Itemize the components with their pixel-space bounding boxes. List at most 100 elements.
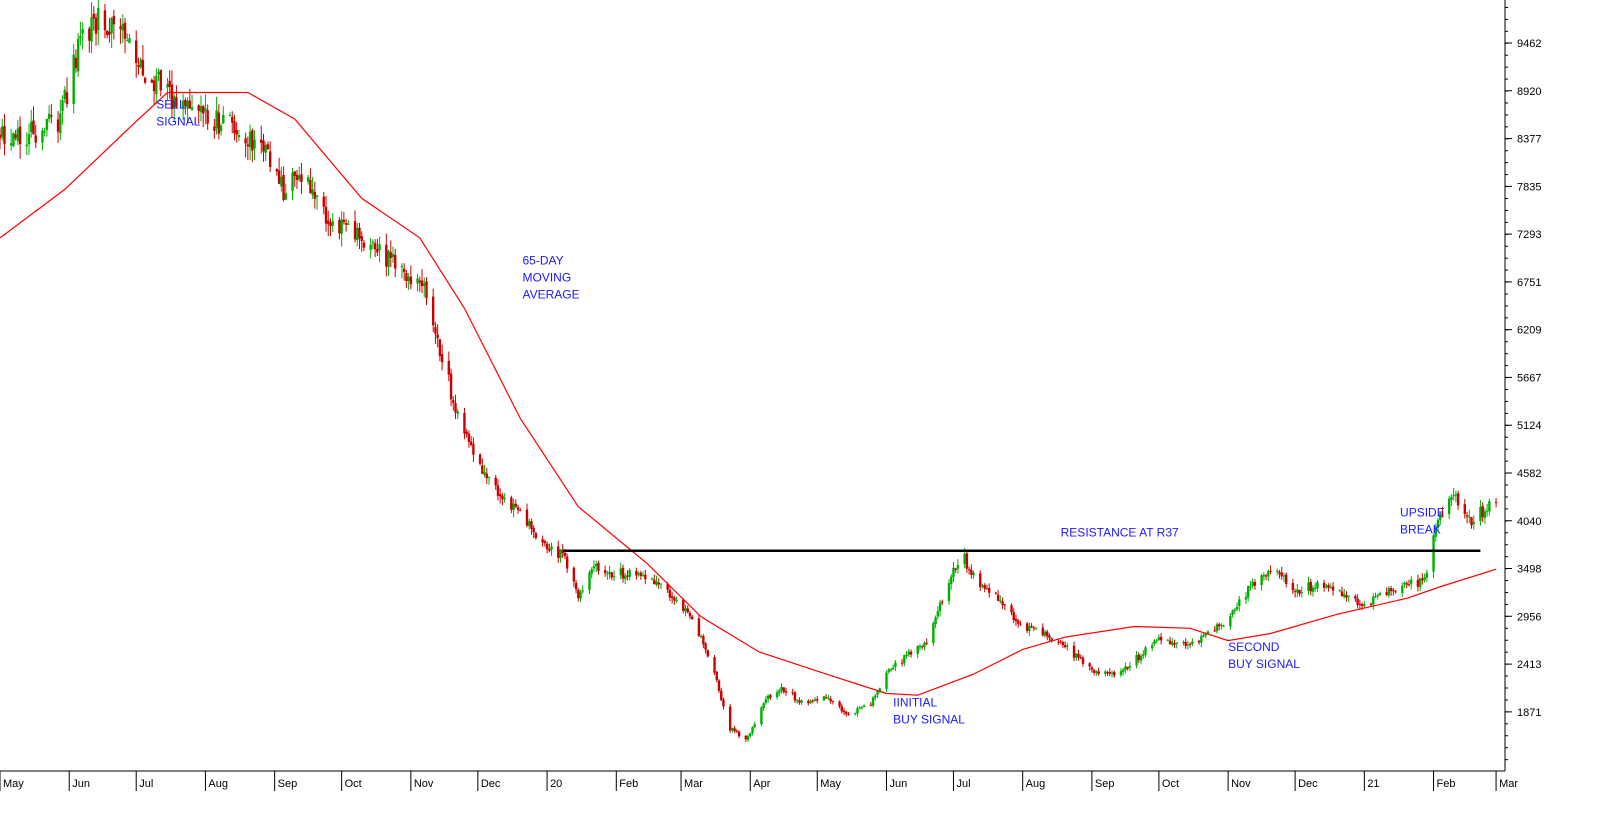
candle-body bbox=[327, 220, 330, 224]
candle-body bbox=[472, 444, 475, 455]
candle bbox=[889, 667, 893, 673]
candle bbox=[385, 233, 388, 277]
candle-body bbox=[152, 80, 156, 92]
candle bbox=[478, 453, 482, 466]
candle-body bbox=[467, 433, 471, 443]
candle-body bbox=[1260, 575, 1263, 585]
candle-body bbox=[1135, 655, 1138, 666]
candle-body bbox=[612, 576, 616, 578]
candlestick-series bbox=[0, 0, 1498, 742]
candle bbox=[532, 525, 535, 539]
candle bbox=[1121, 667, 1125, 676]
candle-body bbox=[822, 696, 826, 701]
candle bbox=[329, 218, 332, 237]
candle bbox=[420, 269, 424, 294]
candle-body bbox=[128, 38, 131, 44]
candle-body bbox=[9, 143, 13, 146]
candle-body bbox=[1452, 495, 1455, 497]
candle bbox=[668, 585, 672, 601]
candle bbox=[744, 735, 748, 742]
candle-body bbox=[731, 727, 734, 731]
candle-body bbox=[691, 616, 694, 620]
candle bbox=[907, 648, 911, 657]
candle bbox=[699, 634, 703, 639]
candle-body bbox=[871, 697, 875, 706]
candle bbox=[1186, 640, 1190, 650]
candle bbox=[1470, 516, 1473, 529]
candle-body bbox=[918, 645, 922, 648]
candle-body bbox=[1276, 570, 1279, 572]
candle bbox=[1025, 622, 1029, 634]
candle bbox=[1298, 589, 1301, 597]
candle-body bbox=[150, 80, 154, 83]
candle bbox=[1235, 602, 1239, 611]
candle-body bbox=[103, 10, 107, 31]
candle bbox=[103, 3, 107, 39]
candle-body bbox=[72, 54, 75, 104]
x-tick-label: Aug bbox=[1026, 778, 1046, 790]
candle-body bbox=[313, 191, 317, 199]
candle bbox=[994, 591, 998, 595]
candle bbox=[530, 518, 533, 535]
candle bbox=[295, 169, 299, 189]
candle-body bbox=[81, 29, 84, 34]
candle bbox=[1075, 653, 1078, 662]
candle-body bbox=[1325, 585, 1328, 587]
candle-body bbox=[1028, 625, 1031, 632]
candle-body bbox=[903, 654, 906, 664]
candle-body bbox=[1095, 671, 1098, 673]
candle-body bbox=[358, 227, 361, 239]
candle bbox=[237, 129, 241, 142]
candle bbox=[12, 132, 15, 148]
candle-body bbox=[1197, 640, 1201, 643]
candle-body bbox=[715, 671, 718, 681]
candle-body bbox=[389, 252, 392, 259]
candle-body bbox=[1, 126, 4, 138]
candle bbox=[548, 543, 551, 553]
candle-body bbox=[494, 477, 497, 486]
candle bbox=[291, 167, 294, 200]
candle-body bbox=[97, 8, 100, 31]
candle bbox=[1072, 641, 1076, 662]
candle bbox=[284, 183, 288, 200]
candle-body bbox=[1329, 587, 1333, 589]
candle bbox=[425, 277, 428, 306]
candle bbox=[181, 93, 185, 120]
candle bbox=[684, 604, 687, 617]
candle bbox=[1012, 608, 1015, 624]
candle bbox=[1387, 585, 1391, 598]
candle-body bbox=[1345, 595, 1348, 598]
candle-body bbox=[1057, 641, 1060, 643]
candle bbox=[983, 583, 986, 593]
candle-body bbox=[1278, 572, 1281, 574]
candle-body bbox=[418, 280, 421, 283]
candle-body bbox=[983, 585, 986, 589]
candle bbox=[1345, 591, 1348, 602]
candle-body bbox=[686, 608, 689, 613]
candle-body bbox=[465, 431, 468, 435]
x-tick-label: Nov bbox=[1231, 778, 1251, 790]
x-tick-label: Jul bbox=[956, 778, 970, 790]
candle bbox=[155, 68, 158, 105]
candle-body bbox=[456, 411, 459, 414]
candle bbox=[1, 118, 4, 141]
candle bbox=[670, 591, 674, 604]
candle bbox=[702, 634, 705, 649]
candle bbox=[1282, 572, 1286, 582]
candle bbox=[293, 171, 296, 187]
candle-body bbox=[1059, 641, 1062, 643]
candle-body bbox=[720, 690, 723, 701]
candle-body bbox=[746, 735, 750, 740]
candle-body bbox=[572, 567, 576, 582]
candle bbox=[1184, 638, 1187, 649]
candle bbox=[248, 124, 252, 160]
candle-body bbox=[41, 130, 44, 143]
candle-body bbox=[295, 174, 299, 181]
candle-body bbox=[563, 552, 567, 557]
candle bbox=[1213, 626, 1216, 633]
candle-body bbox=[1338, 590, 1341, 592]
candle bbox=[1291, 578, 1295, 594]
candle bbox=[1331, 581, 1335, 596]
candle bbox=[139, 57, 142, 69]
candle-body bbox=[1184, 641, 1187, 647]
